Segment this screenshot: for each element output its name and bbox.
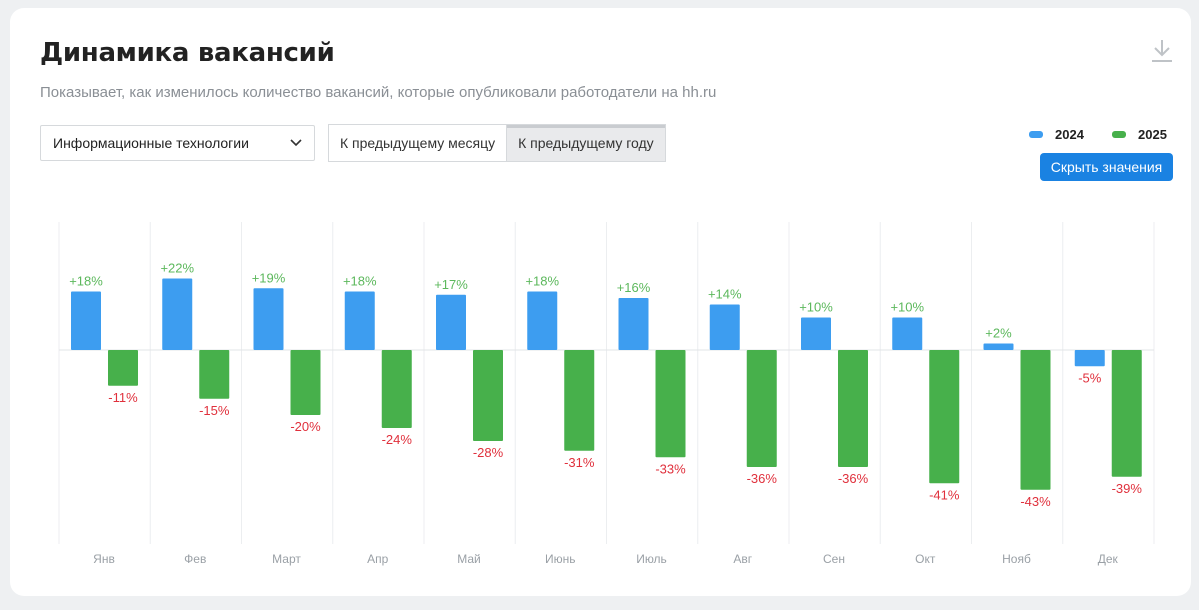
data-label-2025: -28%	[473, 445, 504, 460]
bar-2025	[564, 350, 595, 451]
chart-card: Динамика вакансий Показывает, как измени…	[10, 8, 1191, 596]
bar-2024	[162, 278, 193, 350]
bar-2025	[838, 350, 868, 467]
tab-previous-year[interactable]: К предыдущему году	[506, 125, 665, 161]
data-label-2025: -39%	[1112, 481, 1143, 496]
bar-2025	[929, 350, 960, 484]
x-tick-label: Июль	[636, 552, 667, 566]
data-label-2024: +19%	[252, 270, 286, 285]
bar-2024	[436, 294, 466, 350]
bar-2024	[801, 317, 831, 350]
data-label-2025: -15%	[199, 403, 230, 418]
x-tick-label: Фев	[184, 552, 206, 566]
bar-2024	[709, 304, 740, 350]
data-label-2024: +17%	[434, 277, 468, 292]
data-label-2025: -20%	[290, 419, 321, 434]
x-tick-label: Сен	[823, 552, 845, 566]
industry-select-value: Информационные технологии	[53, 135, 249, 151]
x-tick-label: Июнь	[545, 552, 576, 566]
data-label-2025: -36%	[838, 471, 869, 486]
legend-swatch-2024	[1029, 131, 1043, 138]
page-title: Динамика вакансий	[40, 38, 335, 68]
bar-2024	[618, 298, 649, 350]
x-tick-label: Дек	[1098, 552, 1119, 566]
x-tick-label: Апр	[367, 552, 389, 566]
data-label-2024: -5%	[1078, 370, 1102, 385]
compare-period-toggle: К предыдущему месяцу К предыдущему году	[328, 124, 666, 162]
data-label-2024: +10%	[890, 300, 924, 315]
bar-2024	[983, 343, 1014, 350]
x-tick-label: Авг	[733, 552, 752, 566]
data-label-2024: +22%	[160, 261, 194, 276]
data-label-2025: -41%	[929, 487, 960, 502]
bar-2025	[108, 350, 138, 386]
data-label-2024: +18%	[343, 274, 377, 289]
hide-values-button[interactable]: Скрыть значения	[1040, 153, 1173, 181]
bar-2025	[746, 350, 777, 467]
x-tick-label: Нояб	[1002, 552, 1031, 566]
data-label-2025: -33%	[655, 461, 686, 476]
bar-2024	[892, 317, 923, 350]
page-subtitle: Показывает, как изменилось количество ва…	[40, 84, 717, 101]
legend-label-2024: 2024	[1055, 127, 1084, 142]
data-label-2024: +16%	[617, 280, 651, 295]
bar-2025	[655, 350, 686, 458]
tab-previous-month[interactable]: К предыдущему месяцу	[329, 125, 507, 161]
x-tick-label: Май	[457, 552, 481, 566]
bar-2025	[473, 350, 503, 441]
data-label-2024: +2%	[985, 326, 1012, 341]
data-label-2025: -31%	[564, 455, 595, 470]
bar-2025	[1111, 350, 1142, 477]
data-label-2025: -36%	[747, 471, 778, 486]
data-label-2024: +18%	[69, 274, 103, 289]
bar-2025	[290, 350, 321, 415]
bar-2024	[344, 291, 375, 350]
bar-2024	[71, 291, 101, 350]
x-tick-label: Март	[272, 552, 301, 566]
legend-swatch-2025	[1112, 131, 1126, 138]
bar-2024	[253, 288, 284, 350]
data-label-2024: +18%	[525, 274, 559, 289]
industry-select[interactable]: Информационные технологии	[40, 125, 315, 161]
x-tick-label: Янв	[93, 552, 115, 566]
legend-label-2025: 2025	[1138, 127, 1167, 142]
x-tick-label: Окт	[915, 552, 936, 566]
legend-item-2025[interactable]: 2025	[1112, 127, 1167, 142]
bar-2025	[199, 350, 230, 399]
bar-2025	[381, 350, 412, 428]
chevron-down-icon	[290, 139, 302, 147]
data-label-2025: -11%	[108, 390, 138, 405]
bar-2024	[1074, 350, 1105, 367]
data-label-2025: -24%	[382, 432, 413, 447]
data-label-2024: +10%	[799, 300, 833, 315]
download-icon[interactable]	[1150, 38, 1174, 64]
bar-2025	[1020, 350, 1051, 490]
data-label-2025: -43%	[1020, 494, 1051, 509]
data-label-2024: +14%	[708, 287, 742, 302]
legend-item-2024[interactable]: 2024	[1029, 127, 1084, 142]
bar-2024	[527, 291, 558, 350]
